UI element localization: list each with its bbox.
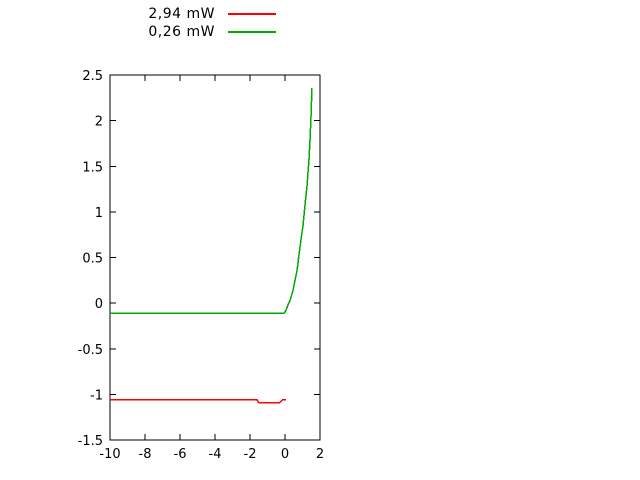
- series-line-1: [110, 87, 313, 314]
- legend-line-sample-red: [228, 13, 276, 15]
- x-tick-label: -10: [99, 447, 120, 462]
- y-tick-label: 0.5: [82, 252, 103, 267]
- legend-label-0_26mW: 0,26 mW: [148, 24, 215, 40]
- x-tick-label: -2: [244, 447, 257, 462]
- legend-entry-2_94mW: 2,94 mW: [110, 5, 276, 23]
- y-tick-label: 0: [95, 297, 103, 312]
- plot-border: [109, 74, 321, 441]
- x-tick-label: -6: [174, 447, 187, 462]
- legend-label-2_94mW: 2,94 mW: [148, 6, 215, 22]
- x-tick-label: -4: [209, 447, 222, 462]
- y-tick-label: -1.5: [78, 434, 103, 449]
- x-tick-label: 0: [281, 447, 289, 462]
- y-tick-label: -1: [90, 388, 103, 403]
- series-line-0: [110, 399, 286, 404]
- x-tick-label: 2: [316, 447, 324, 462]
- y-tick-label: 1.5: [82, 160, 103, 175]
- y-tick-label: 1: [95, 206, 103, 221]
- y-tick-label: 2.5: [82, 69, 103, 84]
- legend-entry-0_26mW: 0,26 mW: [110, 23, 276, 41]
- y-tick-label: -0.5: [78, 343, 103, 358]
- y-tick-label: 2: [95, 115, 103, 130]
- x-tick-label: -8: [139, 447, 152, 462]
- legend-line-sample-green: [228, 31, 276, 33]
- legend: 2,94 mW 0,26 mW: [110, 5, 276, 41]
